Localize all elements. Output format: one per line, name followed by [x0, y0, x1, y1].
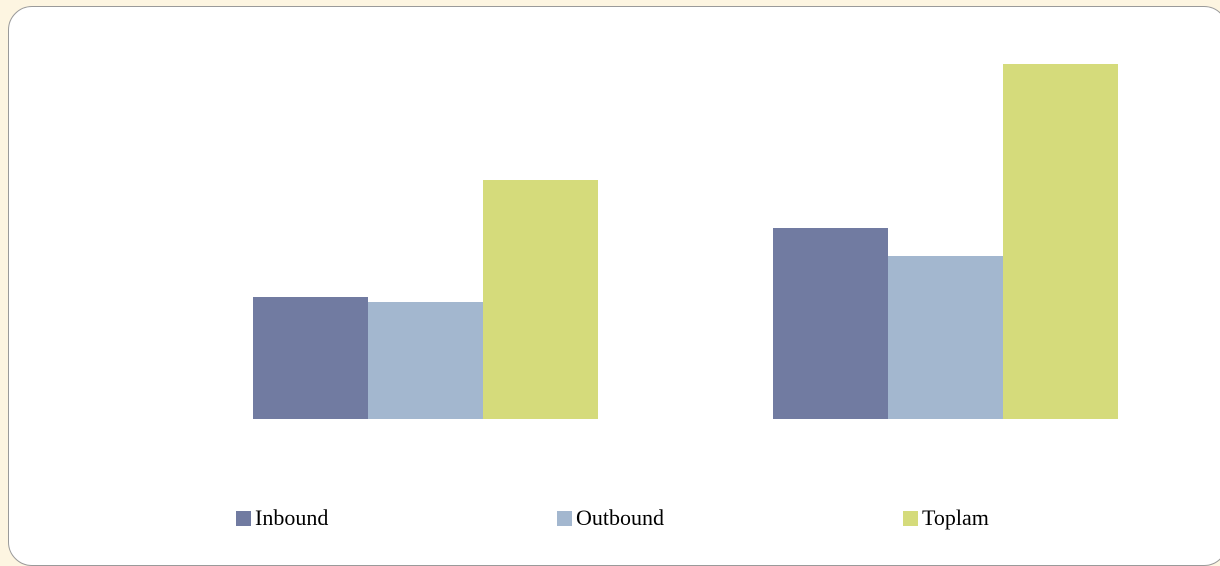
legend-item-outbound: Outbound: [557, 505, 664, 531]
bar-toplam-1: [483, 180, 598, 419]
legend-swatch-toplam: [903, 510, 918, 526]
bar-toplam-2: [1003, 64, 1118, 419]
bar-chart: [253, 64, 1118, 419]
legend-swatch-outbound: [557, 510, 572, 526]
chart-legend: Inbound Outbound Toplam: [0, 505, 1220, 535]
bar-inbound-1: [253, 297, 368, 419]
legend-item-inbound: Inbound: [236, 505, 328, 531]
bar-outbound-2: [888, 256, 1003, 419]
legend-label-inbound: Inbound: [255, 505, 329, 530]
legend-label-outbound: Outbound: [576, 505, 664, 530]
bar-outbound-1: [368, 302, 483, 419]
legend-item-toplam: Toplam: [903, 505, 989, 531]
bar-inbound-2: [773, 228, 888, 419]
legend-label-toplam: Toplam: [922, 505, 989, 530]
legend-swatch-inbound: [236, 510, 251, 526]
